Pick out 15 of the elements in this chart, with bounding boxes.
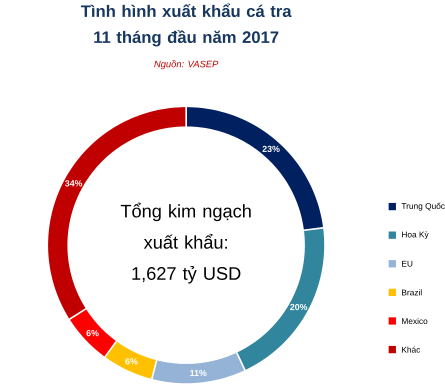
data-label: 6%	[125, 358, 138, 365]
legend-label: Khác	[402, 346, 420, 353]
text: Nguồn: VASEP	[154, 60, 218, 70]
text: Tổng kim ngạch xuất khẩu: 1,627 tỷ USD	[120, 202, 251, 284]
legend-label: Brazil	[402, 289, 422, 296]
data-label: 11%	[190, 370, 207, 376]
legend-label: Trung Quốc	[402, 202, 445, 211]
data-label: 6%	[86, 330, 99, 336]
legend-label: Hoa Kỳ	[402, 231, 429, 240]
legend-label: Mexico	[402, 318, 428, 324]
chart-title: Tình hình xuất khẩu cá tra 11 tháng đầu năm 2017	[80, 4, 292, 47]
legend-label: EU	[402, 260, 412, 267]
data-label: 20%	[290, 304, 308, 310]
data-label: 23%	[262, 146, 280, 152]
data-label: 34%	[64, 180, 82, 187]
